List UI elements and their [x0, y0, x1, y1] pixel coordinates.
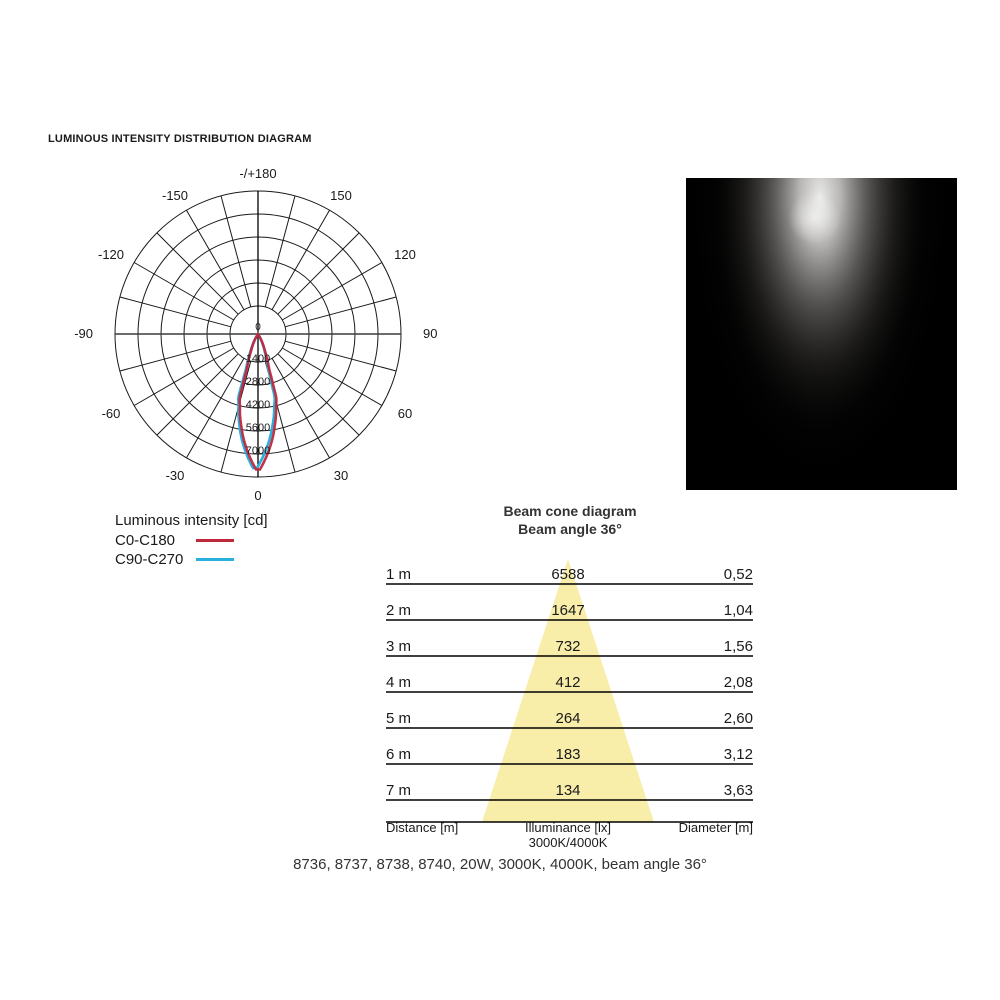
svg-text:Illuminance [lx]: Illuminance [lx] [525, 820, 611, 835]
svg-text:1647: 1647 [551, 602, 584, 619]
svg-text:264: 264 [555, 710, 580, 727]
svg-text:1,04: 1,04 [724, 602, 753, 619]
svg-text:732: 732 [555, 638, 580, 655]
svg-text:1,56: 1,56 [724, 638, 753, 655]
svg-text:7 m: 7 m [386, 782, 411, 799]
svg-text:183: 183 [555, 746, 580, 763]
svg-text:1 m: 1 m [386, 566, 411, 583]
svg-text:2,08: 2,08 [724, 674, 753, 691]
svg-text:2 m: 2 m [386, 602, 411, 619]
svg-text:3,12: 3,12 [724, 746, 753, 763]
svg-text:3000K/4000K: 3000K/4000K [529, 835, 608, 850]
svg-text:4 m: 4 m [386, 674, 411, 691]
svg-text:2,60: 2,60 [724, 710, 753, 727]
svg-text:5 m: 5 m [386, 710, 411, 727]
svg-text:Distance [m]: Distance [m] [386, 820, 458, 835]
svg-text:6588: 6588 [551, 566, 584, 583]
svg-text:6 m: 6 m [386, 746, 411, 763]
svg-text:3 m: 3 m [386, 638, 411, 655]
svg-text:Diameter [m]: Diameter [m] [679, 820, 753, 835]
svg-text:0,52: 0,52 [724, 566, 753, 583]
svg-text:412: 412 [555, 674, 580, 691]
svg-text:3,63: 3,63 [724, 782, 753, 799]
svg-text:134: 134 [555, 782, 580, 799]
